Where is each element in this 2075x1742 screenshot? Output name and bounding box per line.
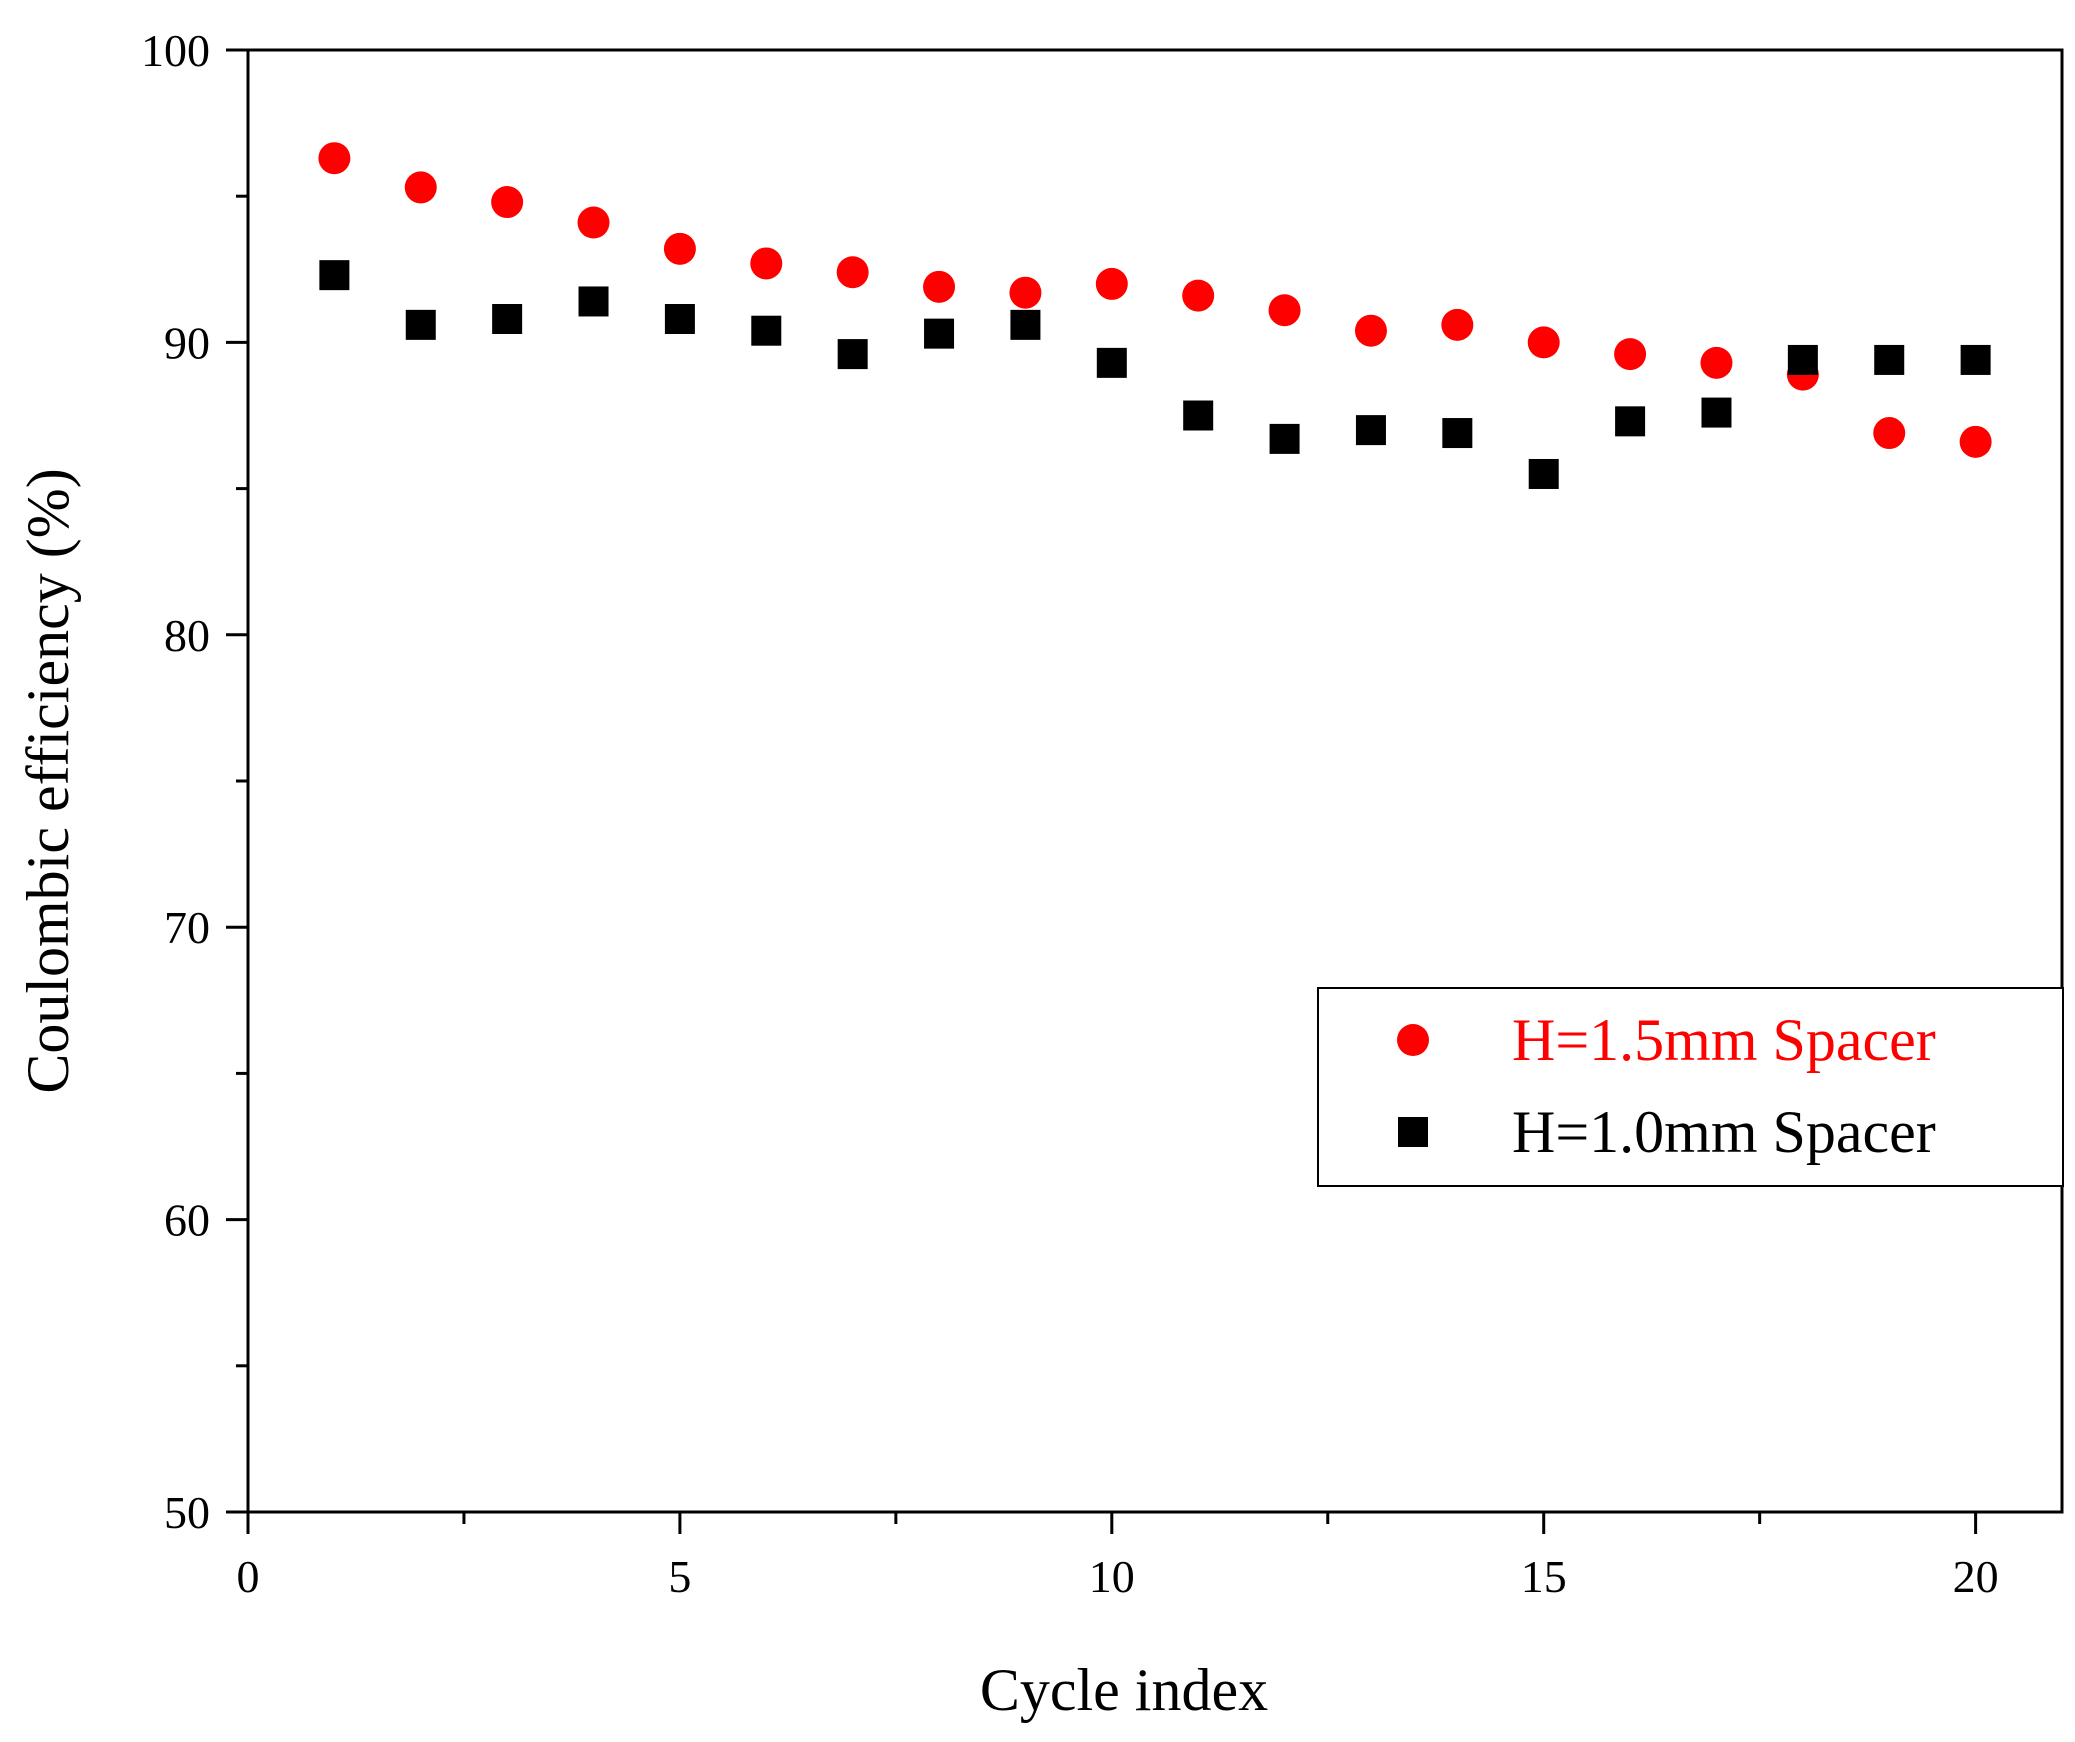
x-axis-label: Cycle index [980, 1657, 1268, 1723]
data-point-square [751, 315, 782, 346]
y-tick-label: 60 [164, 1195, 210, 1246]
y-tick-label: 70 [164, 902, 210, 953]
data-point-circle [1268, 294, 1301, 327]
data-point-circle [1959, 425, 1992, 458]
series-h1-0mm [319, 260, 1991, 489]
data-point-circle [836, 256, 869, 289]
y-axis-label: Coulombic efficiency (%) [15, 468, 81, 1093]
data-point-circle [1527, 326, 1560, 359]
data-point-circle [923, 270, 956, 303]
data-point-square [492, 304, 523, 335]
data-point-square [1787, 344, 1818, 375]
series-h1-5mm [318, 142, 1992, 458]
legend-box [1317, 987, 2064, 1187]
legend-marker [1398, 1117, 1428, 1147]
data-point-circle [1700, 346, 1733, 379]
data-point-square [837, 339, 868, 370]
legend-marker [1397, 1024, 1429, 1056]
data-point-square [664, 304, 695, 335]
data-point-circle [1614, 338, 1647, 371]
data-point-circle [1095, 267, 1128, 300]
x-tick-label: 15 [1521, 1551, 1567, 1602]
data-point-circle [663, 232, 696, 265]
x-tick-label: 20 [1953, 1551, 1999, 1602]
data-point-square [405, 309, 436, 340]
data-point-square [1442, 418, 1473, 449]
data-point-square [1010, 309, 1041, 340]
x-tick-label: 0 [237, 1551, 260, 1602]
data-point-square [1874, 344, 1905, 375]
data-point-square [1701, 397, 1732, 428]
legend-label: H=1.5mm Spacer [1512, 1007, 1936, 1073]
data-point-square [1269, 423, 1300, 454]
data-point-square [578, 286, 609, 317]
y-tick-label: 50 [164, 1487, 210, 1538]
x-tick-label: 10 [1089, 1551, 1135, 1602]
data-point-square [1096, 347, 1127, 378]
y-tick-label: 80 [164, 610, 210, 661]
plot-frame [246, 48, 2064, 1514]
data-point-circle [404, 171, 437, 204]
legend: H=1.5mm Spacer H=1.0mm Spacer [1317, 987, 2064, 1187]
data-point-circle [1009, 276, 1042, 309]
data-point-circle [750, 247, 783, 280]
y-tick-label: 90 [164, 317, 210, 368]
data-point-square [1615, 406, 1646, 437]
data-point-circle [318, 142, 351, 175]
y-axis-ticks: 50 60 70 80 90 100 [141, 25, 248, 1538]
data-point-square [1960, 344, 1991, 375]
y-tick-label: 100 [141, 25, 210, 76]
data-point-circle [1873, 417, 1906, 450]
data-point-square [1528, 458, 1559, 489]
data-point-circle [1441, 308, 1474, 341]
data-point-circle [491, 186, 524, 219]
legend-label: H=1.0mm Spacer [1512, 1099, 1936, 1165]
data-point-square [924, 318, 955, 349]
data-point-circle [1354, 314, 1387, 347]
x-axis-ticks: 0 5 10 15 20 [237, 1512, 1999, 1602]
data-point-circle [1182, 279, 1215, 312]
data-point-square [1355, 415, 1386, 446]
x-tick-label: 5 [668, 1551, 691, 1602]
data-point-circle [577, 206, 610, 239]
data-points [318, 142, 1992, 489]
data-point-square [319, 260, 350, 291]
data-point-square [1183, 400, 1214, 431]
